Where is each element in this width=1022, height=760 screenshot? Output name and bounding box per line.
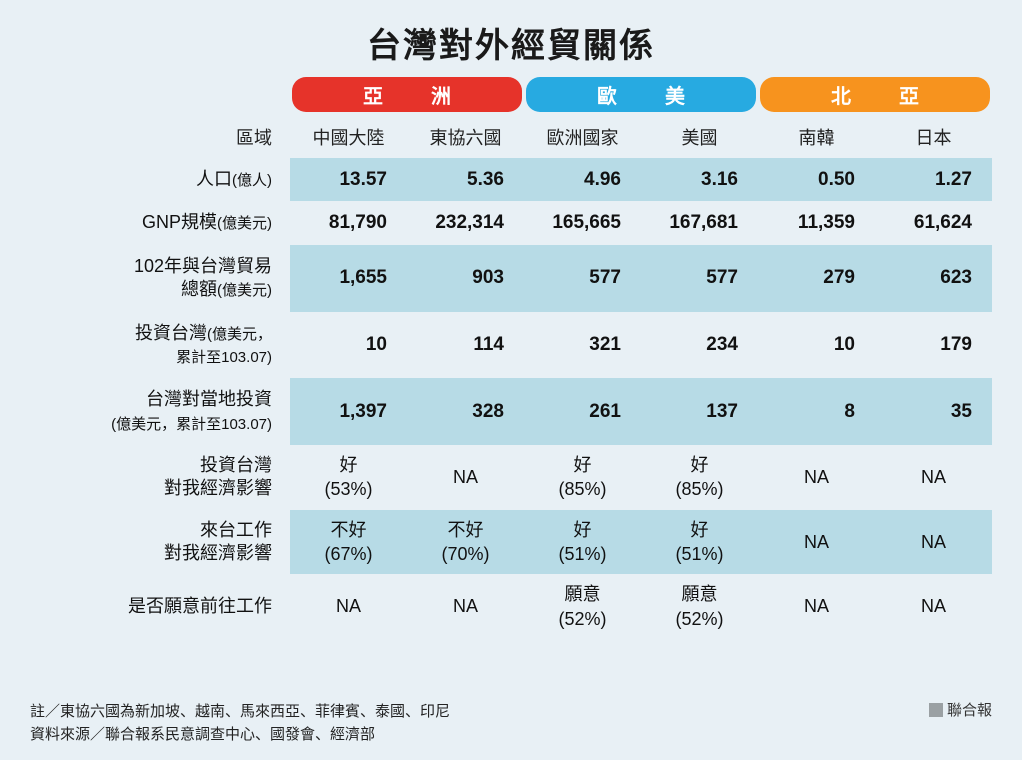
cell: 167,681	[641, 201, 758, 244]
cell: 好(51%)	[524, 510, 641, 575]
col-header: 南韓	[758, 118, 875, 158]
group-header-row: 亞 洲 歐 美 北 亞	[30, 77, 992, 118]
cell: 好(53%)	[290, 445, 407, 510]
cell: NA	[290, 574, 407, 639]
cell: 321	[524, 312, 641, 379]
cell: 179	[875, 312, 992, 379]
cell: 328	[407, 378, 524, 445]
group-pill-euus: 歐 美	[526, 77, 756, 112]
page-title: 台灣對外經貿關係	[30, 18, 992, 67]
cell: 4.96	[524, 158, 641, 201]
cell: 137	[641, 378, 758, 445]
cell: 10	[758, 312, 875, 379]
cell: 577	[524, 245, 641, 312]
cell: 261	[524, 378, 641, 445]
col-header: 歐洲國家	[524, 118, 641, 158]
row-label: 是否願意前往工作	[30, 574, 290, 639]
group-pill-neasia: 北 亞	[760, 77, 990, 112]
cell: 81,790	[290, 201, 407, 244]
row-label: GNP規模(億美元)	[30, 201, 290, 244]
cell: 11,359	[758, 201, 875, 244]
cell: 165,665	[524, 201, 641, 244]
cell: 232,314	[407, 201, 524, 244]
cell: 不好(67%)	[290, 510, 407, 575]
cell: 10	[290, 312, 407, 379]
cell: 0.50	[758, 158, 875, 201]
footnote-line: 註／東協六國為新加坡、越南、馬來西亞、菲律賓、泰國、印尼	[30, 701, 450, 724]
table-row: 台灣對當地投資(億美元，累計至103.07)1,397328261137835	[30, 378, 992, 445]
table-row: GNP規模(億美元)81,790232,314165,665167,68111,…	[30, 201, 992, 244]
row-label: 來台工作對我經濟影響	[30, 510, 290, 575]
cell: NA	[407, 445, 524, 510]
footnotes: 註／東協六國為新加坡、越南、馬來西亞、菲律賓、泰國、印尼 資料來源／聯合報系民意…	[30, 701, 450, 746]
col-header: 美國	[641, 118, 758, 158]
cell: NA	[875, 445, 992, 510]
table-row: 是否願意前往工作NANA願意(52%)願意(52%)NANA	[30, 574, 992, 639]
cell: 279	[758, 245, 875, 312]
cell: 願意(52%)	[524, 574, 641, 639]
cell: 好(85%)	[524, 445, 641, 510]
column-header-row: 區域 中國大陸 東協六國 歐洲國家 美國 南韓 日本	[30, 118, 992, 158]
cell: 不好(70%)	[407, 510, 524, 575]
row-label: 102年與台灣貿易總額(億美元)	[30, 245, 290, 312]
cell: 5.36	[407, 158, 524, 201]
data-table: 亞 洲 歐 美 北 亞 區域 中國大陸 東協六國 歐洲國家 美國 南韓 日本 人…	[30, 77, 992, 639]
group-pill-asia: 亞 洲	[292, 77, 522, 112]
col-header: 東協六國	[407, 118, 524, 158]
col-header: 日本	[875, 118, 992, 158]
table-row: 人口(億人)13.575.364.963.160.501.27	[30, 158, 992, 201]
source-label: 聯合報	[947, 702, 992, 719]
table-row: 投資台灣對我經濟影響好(53%)NA好(85%)好(85%)NANA	[30, 445, 992, 510]
cell: NA	[758, 445, 875, 510]
cell: 3.16	[641, 158, 758, 201]
region-label: 區域	[30, 118, 290, 158]
square-icon	[929, 703, 943, 717]
cell: 35	[875, 378, 992, 445]
table-row: 來台工作對我經濟影響不好(67%)不好(70%)好(51%)好(51%)NANA	[30, 510, 992, 575]
cell: 13.57	[290, 158, 407, 201]
row-label: 投資台灣(億美元，累計至103.07)	[30, 312, 290, 379]
cell: 577	[641, 245, 758, 312]
col-header: 中國大陸	[290, 118, 407, 158]
cell: NA	[875, 510, 992, 575]
footnote-line: 資料來源／聯合報系民意調查中心、國發會、經濟部	[30, 724, 450, 747]
cell: 623	[875, 245, 992, 312]
cell: NA	[875, 574, 992, 639]
cell: 願意(52%)	[641, 574, 758, 639]
cell: 234	[641, 312, 758, 379]
source-credit: 聯合報	[929, 699, 992, 720]
row-label: 人口(億人)	[30, 158, 290, 201]
cell: NA	[758, 574, 875, 639]
cell: 903	[407, 245, 524, 312]
table-row: 102年與台灣貿易總額(億美元)1,655903577577279623	[30, 245, 992, 312]
cell: 8	[758, 378, 875, 445]
cell: NA	[758, 510, 875, 575]
cell: 61,624	[875, 201, 992, 244]
row-label: 投資台灣對我經濟影響	[30, 445, 290, 510]
cell: 114	[407, 312, 524, 379]
cell: 好(85%)	[641, 445, 758, 510]
cell: 好(51%)	[641, 510, 758, 575]
row-label: 台灣對當地投資(億美元，累計至103.07)	[30, 378, 290, 445]
cell: 1,655	[290, 245, 407, 312]
cell: 1,397	[290, 378, 407, 445]
cell: NA	[407, 574, 524, 639]
cell: 1.27	[875, 158, 992, 201]
table-row: 投資台灣(億美元，累計至103.07)1011432123410179	[30, 312, 992, 379]
